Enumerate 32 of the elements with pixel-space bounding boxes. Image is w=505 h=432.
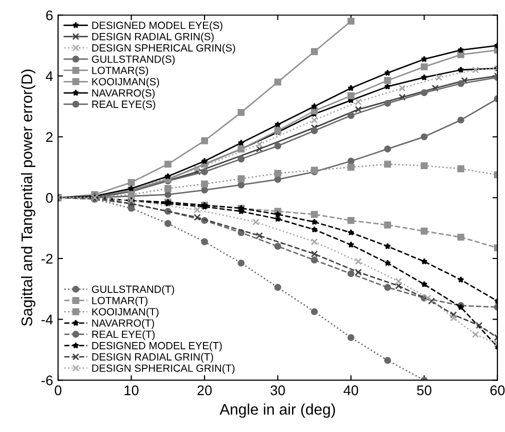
y-tick-label: 6 xyxy=(46,10,53,20)
x-axis-title: Angle in air (deg) xyxy=(220,404,335,418)
legend-label: DESIGN SPHERICAL GRIN(S) xyxy=(92,44,236,54)
legend-label: DESIGN RADIAL GRIN(S) xyxy=(92,32,214,42)
x-tick-label: 20 xyxy=(198,385,212,396)
y-tick-label: -4 xyxy=(41,314,53,324)
legend-label: DESIGN RADIAL GRIN(T) xyxy=(92,352,214,363)
legend-label: DESIGN SPHERICAL GRIN(T) xyxy=(92,364,234,374)
y-tick-label: -6 xyxy=(41,375,53,386)
legend-label: GULLSTRAND(T) xyxy=(92,285,174,295)
legend-label: LOTMAR(T) xyxy=(92,296,148,306)
x-tick-label: 0 xyxy=(54,385,62,396)
legend-label: GULLSTRAND(S) xyxy=(92,55,175,65)
y-tick-label: 4 xyxy=(46,71,53,81)
x-tick-label: 10 xyxy=(124,385,138,396)
legend-label: DESIGNED MODEL EYE(T) xyxy=(92,342,222,352)
legend-label: NAVARRO(T) xyxy=(92,319,154,329)
legend-label: REAL EYE(T) xyxy=(92,330,155,340)
legend-label: LOTMAR(S) xyxy=(92,66,148,76)
legend-label: DESIGNED MODEL EYE(S) xyxy=(92,21,222,32)
y-tick-label: 2 xyxy=(46,132,53,142)
legend-label: KOOIJMAN(T) xyxy=(92,308,158,318)
x-tick-label: 30 xyxy=(270,385,285,396)
y-tick-label: -2 xyxy=(41,254,53,264)
x-tick-label: 40 xyxy=(344,385,358,396)
y-tick-label: 0 xyxy=(46,192,53,203)
x-tick-label: 50 xyxy=(417,385,432,396)
legend-label: REAL EYE(S) xyxy=(92,100,156,110)
legend-label: KOOIJMAN(S) xyxy=(92,78,160,88)
x-tick-label: 60 xyxy=(490,385,505,396)
y-axis-title: Sagittal and Tangential power error(D) xyxy=(21,70,36,326)
legend-label: NAVARRO(S) xyxy=(92,89,155,99)
